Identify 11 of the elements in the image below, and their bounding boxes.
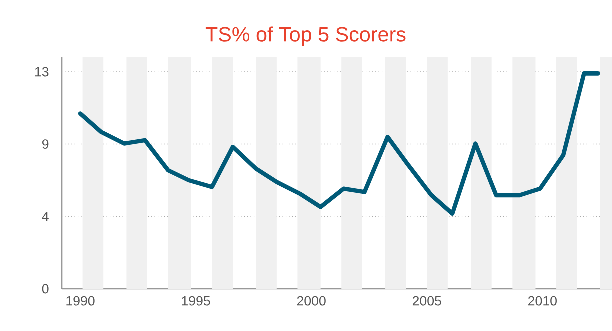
y-tick-label: 0 [42,284,49,294]
x-tick-label: 2010 [528,296,557,306]
x-tick-label: 1995 [182,296,210,306]
line-series [78,72,600,216]
y-tick-label: 9 [42,140,49,149]
x-tick-label: 2005 [412,296,442,306]
y-tick-label: 13 [35,67,49,77]
y-tick-label: 4 [42,212,49,222]
x-tick-label: 1990 [66,296,95,306]
x-tick-label: 2000 [297,296,326,306]
chart-title: TS% of Top 5 Scorers [206,26,406,46]
